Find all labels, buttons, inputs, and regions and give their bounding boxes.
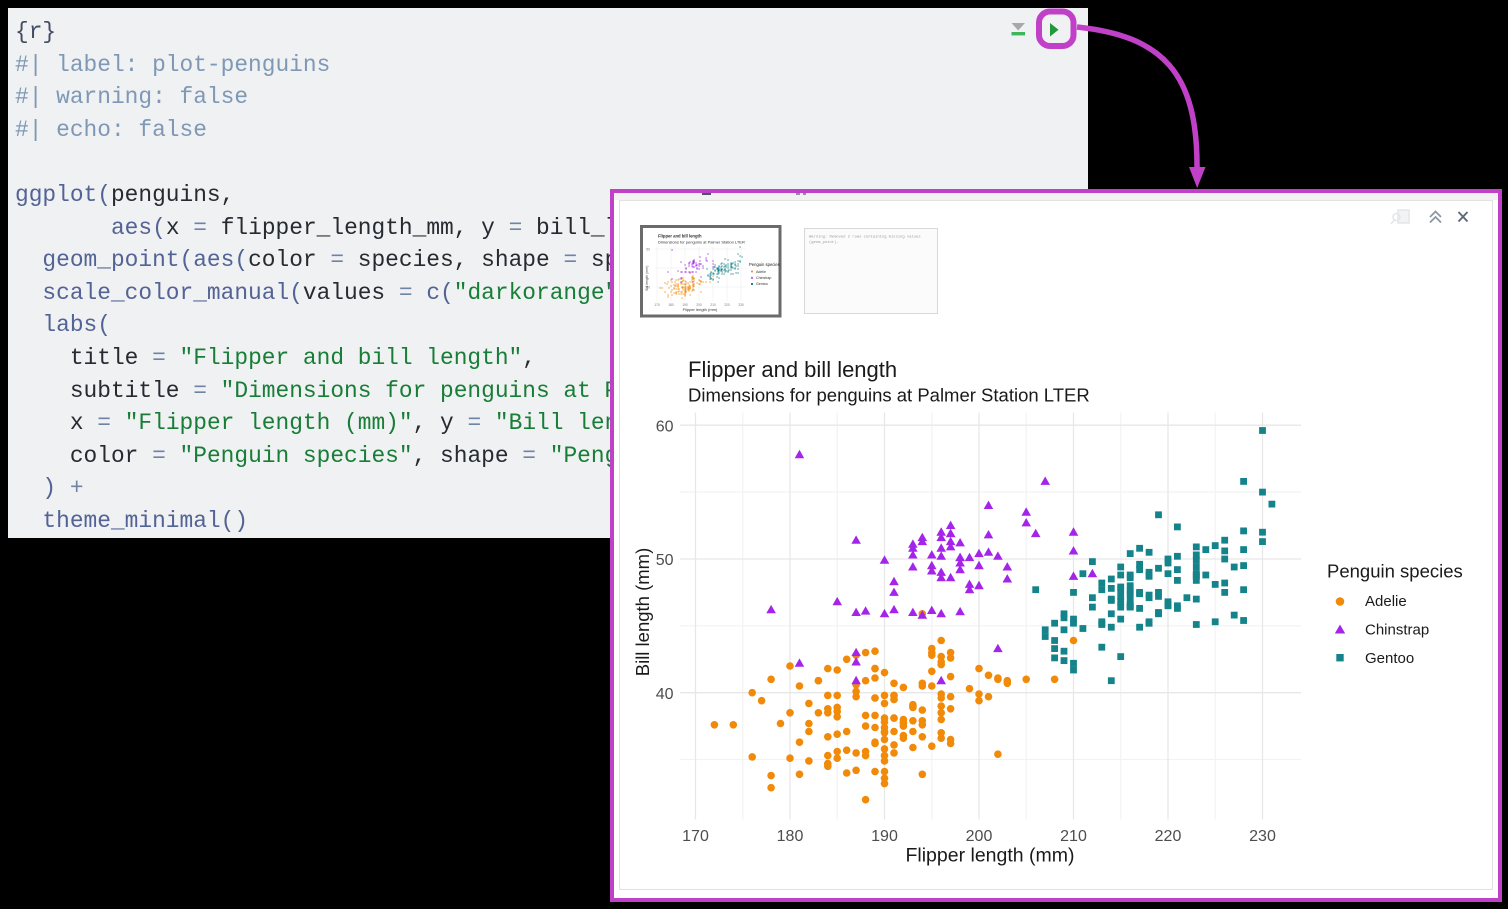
svg-text:210: 210 [710, 303, 716, 307]
svg-text:Gentoo: Gentoo [1365, 650, 1414, 667]
svg-text:Chinstrap: Chinstrap [756, 276, 771, 280]
svg-text:Chinstrap: Chinstrap [1365, 622, 1429, 639]
svg-text:Flipper and bill length: Flipper and bill length [688, 357, 897, 382]
svg-text:Bill length (mm): Bill length (mm) [645, 266, 649, 291]
svg-text:Adelie: Adelie [1365, 593, 1407, 610]
svg-text:Warning: Removed 2 rows contai: Warning: Removed 2 rows containing missi… [809, 235, 921, 240]
svg-text:230: 230 [1249, 828, 1276, 845]
svg-text:200: 200 [966, 828, 993, 845]
svg-text:(geom_point)…: (geom_point)… [809, 240, 839, 245]
svg-text:40: 40 [646, 286, 650, 290]
svg-text:Gentoo: Gentoo [756, 282, 768, 286]
svg-text:Flipper length (mm): Flipper length (mm) [683, 307, 718, 312]
svg-text:Penguin species: Penguin species [1327, 561, 1463, 582]
svg-text:40: 40 [656, 686, 674, 703]
svg-text:220: 220 [724, 303, 730, 307]
svg-text:180: 180 [777, 828, 804, 845]
svg-text:210: 210 [1060, 828, 1087, 845]
svg-text:60: 60 [656, 418, 674, 435]
svg-text:230: 230 [738, 303, 744, 307]
svg-text:180: 180 [668, 303, 674, 307]
svg-text:Dimensions for penguins at Pal: Dimensions for penguins at Palmer Statio… [658, 240, 745, 245]
svg-text:200: 200 [696, 303, 702, 307]
svg-text:190: 190 [682, 303, 688, 307]
svg-text:170: 170 [654, 303, 660, 307]
svg-text:Dimensions for penguins at Pal: Dimensions for penguins at Palmer Statio… [688, 385, 1090, 406]
svg-text:50: 50 [656, 552, 674, 569]
svg-text:Adelie: Adelie [756, 270, 766, 274]
svg-text:170: 170 [682, 828, 709, 845]
svg-text:Bill length (mm): Bill length (mm) [632, 548, 653, 677]
svg-text:190: 190 [871, 828, 898, 845]
svg-text:50: 50 [646, 248, 650, 252]
svg-text:Flipper and bill length: Flipper and bill length [658, 234, 702, 239]
svg-text:Flipper length (mm): Flipper length (mm) [905, 845, 1074, 867]
svg-text:Penguin species: Penguin species [749, 262, 780, 267]
svg-text:220: 220 [1155, 828, 1182, 845]
